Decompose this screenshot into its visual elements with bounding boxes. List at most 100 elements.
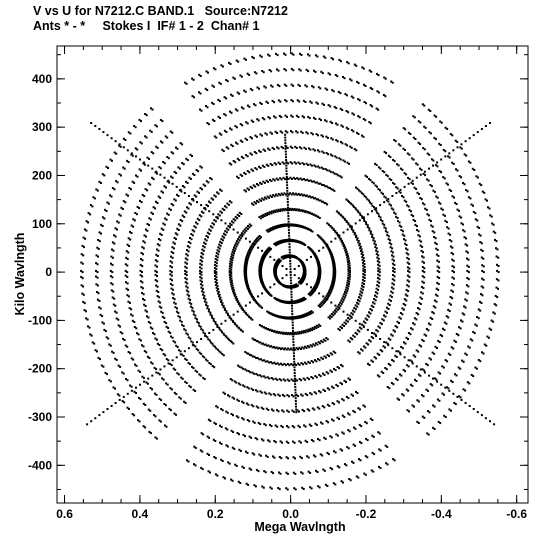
uv-point: [287, 177, 290, 180]
uv-point: [242, 418, 245, 421]
uv-point: [330, 240, 333, 243]
uv-point: [357, 241, 360, 244]
uv-point: [354, 207, 357, 210]
uv-point: [140, 258, 142, 260]
uv-point: [276, 226, 279, 229]
uv-point: [413, 323, 416, 326]
uv-point: [155, 145, 158, 148]
uv-point: [145, 351, 148, 354]
uv-point: [393, 160, 396, 163]
uv-point: [118, 398, 121, 401]
uv-point: [481, 294, 484, 297]
uv-point: [338, 417, 340, 420]
uv-point: [313, 69, 315, 72]
uv-point: [140, 142, 143, 145]
uv-point: [466, 190, 469, 193]
uv-point: [171, 279, 173, 282]
uv-point: [319, 305, 322, 308]
uv-point: [80, 275, 83, 278]
uv-point: [336, 366, 339, 368]
uv-point: [456, 208, 459, 211]
uv-point: [206, 452, 209, 455]
uv-point: [81, 262, 84, 265]
uv-point: [346, 289, 349, 292]
uv-point: [260, 199, 263, 202]
uv-point: [286, 472, 289, 475]
uv-point: [193, 463, 195, 466]
uv-point: [114, 304, 117, 307]
uv-point: [273, 258, 276, 261]
uv-point: [374, 246, 377, 249]
uv-point: [459, 367, 462, 370]
uv-point: [172, 297, 175, 299]
uv-point: [207, 181, 210, 184]
uv-point: [444, 150, 447, 153]
uv-point: [198, 191, 200, 194]
uv-point: [326, 298, 329, 301]
uv-point: [266, 455, 269, 458]
uv-point: [316, 102, 319, 105]
uv-point: [401, 307, 404, 310]
uv-point: [350, 228, 353, 231]
uv-point: [375, 357, 378, 360]
uv-point: [342, 159, 345, 162]
uv-point: [102, 322, 105, 325]
uv-point: [278, 224, 281, 227]
uv-point: [315, 324, 318, 327]
uv-point: [368, 69, 371, 72]
uv-point: [308, 311, 311, 314]
uv-point: [390, 80, 393, 83]
uv-point: [436, 165, 439, 168]
uv-point: [136, 332, 138, 335]
uv-point: [316, 261, 319, 264]
uv-point: [230, 201, 233, 204]
uv-point: [331, 418, 333, 421]
uv-point: [318, 390, 321, 393]
uv-point: [375, 295, 378, 298]
uv-point: [397, 164, 400, 167]
uv-point: [391, 334, 394, 337]
uv-point: [261, 261, 264, 264]
uv-point: [89, 204, 92, 207]
uv-point: [410, 210, 412, 213]
uv-point: [267, 311, 270, 314]
uv-point: [251, 452, 254, 455]
uv-point: [278, 363, 281, 366]
uv-point: [208, 232, 211, 235]
uv-point: [323, 469, 326, 472]
uv-point: [306, 194, 309, 197]
uv-point: [86, 318, 89, 321]
uv-point: [217, 246, 220, 249]
uv-point: [186, 282, 189, 285]
uv-point: [204, 207, 207, 210]
uv-point: [287, 223, 290, 226]
uv-point: [322, 151, 325, 154]
uv-point: [402, 368, 405, 371]
uv-point: [337, 174, 340, 177]
uv-point: [338, 307, 341, 310]
uv-point: [245, 281, 247, 284]
uv-point: [298, 440, 301, 443]
uv-point: [199, 283, 202, 286]
uv-point: [319, 269, 322, 271]
uv-point: [437, 201, 440, 204]
uv-point: [398, 322, 400, 324]
uv-point: [278, 85, 281, 88]
uv-point: [376, 185, 378, 188]
uv-point: [332, 271, 335, 274]
uv-point: [329, 352, 332, 355]
uv-point: [346, 313, 349, 316]
uv-point: [294, 300, 297, 303]
uv-point: [459, 146, 462, 149]
uv-point: [104, 371, 107, 374]
uv-point: [379, 338, 382, 340]
uv-point: [158, 397, 161, 400]
uv-point: [317, 304, 320, 307]
uv-point: [365, 223, 368, 225]
uv-point: [417, 234, 420, 237]
uv-point: [228, 265, 231, 268]
uv-point: [301, 408, 304, 411]
uv-point: [320, 302, 323, 305]
uv-point: [247, 255, 250, 258]
uv-point: [332, 90, 335, 93]
